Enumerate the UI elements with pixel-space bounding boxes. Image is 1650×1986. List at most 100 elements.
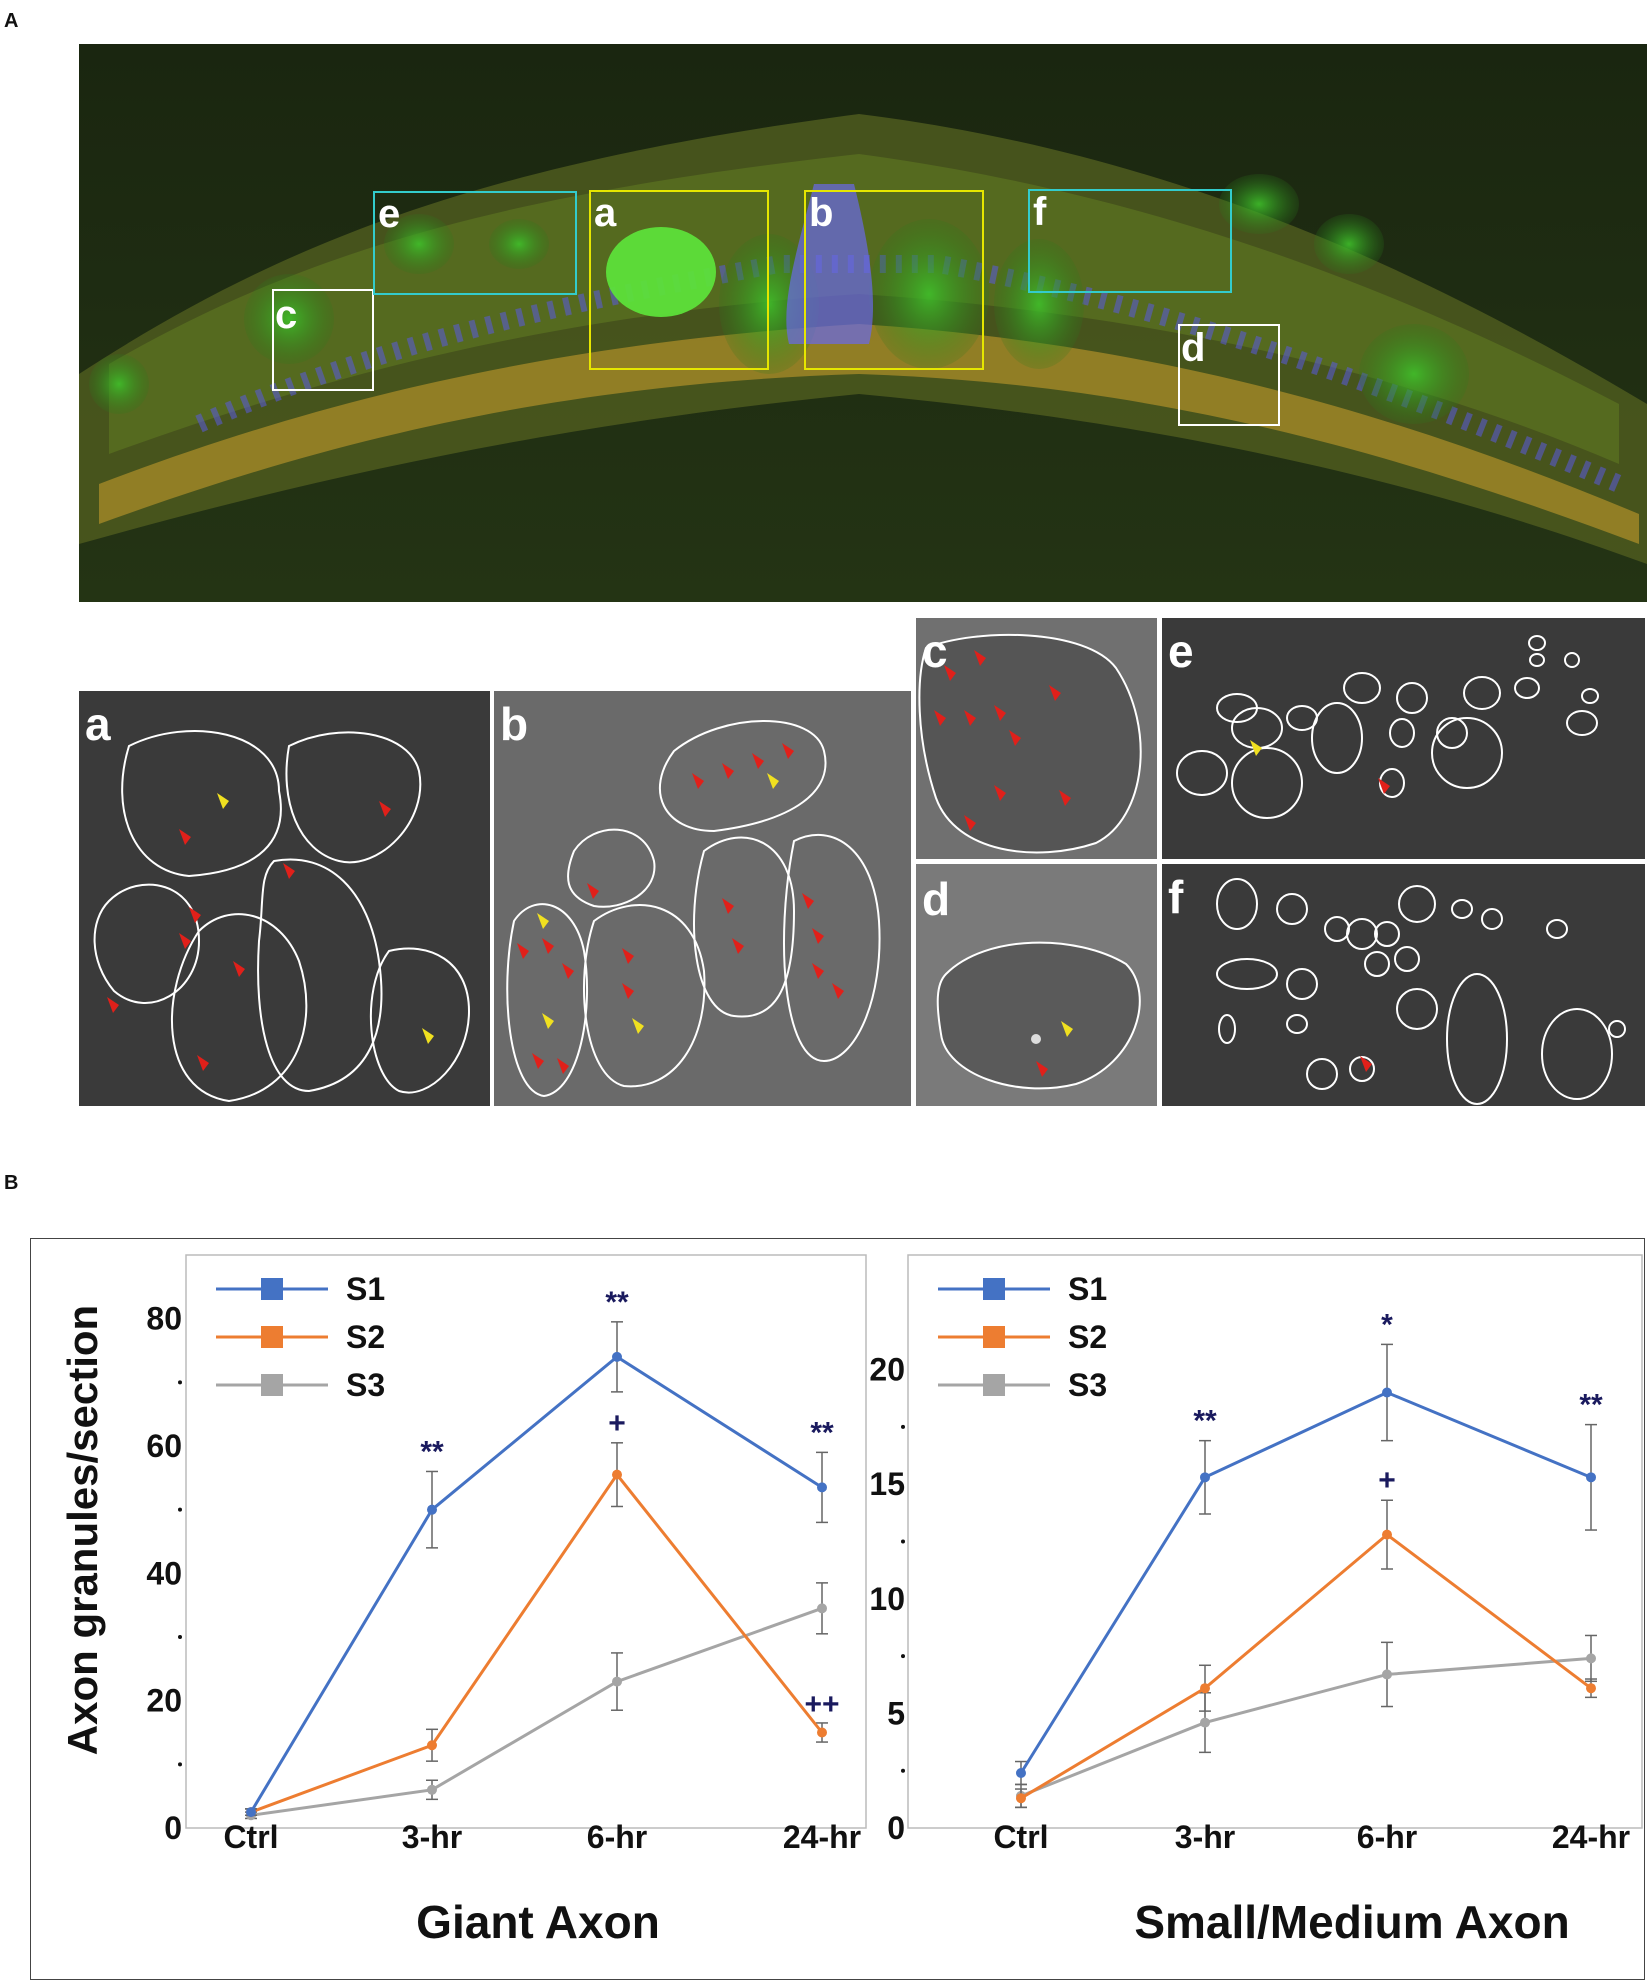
overview-box-a-label: a: [594, 191, 617, 235]
data-point: [246, 1807, 256, 1818]
inset-d: d: [916, 864, 1157, 1106]
legend-marker: [983, 1326, 1005, 1348]
y-minor-tick: [901, 1424, 905, 1429]
significance-mark: **: [1193, 1405, 1217, 1438]
legend-marker: [261, 1278, 283, 1300]
significance-mark: ++: [804, 1688, 839, 1721]
overview-box-e-label: e: [378, 192, 401, 236]
data-point: [817, 1482, 827, 1493]
overview-box-d-label: d: [1181, 326, 1206, 370]
inset-b-label: b: [500, 698, 529, 750]
significance-mark: **: [810, 1416, 834, 1449]
y-tick-label: 20: [869, 1352, 905, 1388]
data-point: [1382, 1669, 1392, 1680]
y-tick-label: 0: [164, 1810, 182, 1846]
y-axis-label: Axon granules/section: [59, 1305, 106, 1755]
inset-e-image: [1162, 618, 1645, 859]
inset-a-label: a: [85, 698, 111, 750]
data-point: [1586, 1472, 1596, 1483]
y-tick-label: 20: [146, 1683, 182, 1719]
series-line-s3: [250, 1606, 823, 1817]
data-point: [1016, 1767, 1026, 1778]
y-tick-label: 15: [869, 1466, 905, 1502]
plot-area: [907, 1254, 1643, 1829]
legend-label: S3: [346, 1367, 385, 1403]
inset-e-label: e: [1168, 625, 1194, 677]
inset-e: e: [1162, 618, 1645, 859]
y-tick-label: 0: [887, 1810, 905, 1846]
y-minor-tick: [901, 1654, 905, 1659]
overview-box-f-label: f: [1033, 190, 1047, 234]
inset-c: c: [916, 618, 1157, 859]
legend-marker: [983, 1278, 1005, 1300]
x-tick-label: Ctrl: [223, 1819, 278, 1855]
series-line-s2: [1020, 1532, 1592, 1800]
y-tick-label: 5: [887, 1695, 905, 1731]
data-point: [427, 1784, 437, 1795]
data-point: [1586, 1683, 1596, 1694]
y-tick-label: 10: [869, 1581, 905, 1617]
overview-box-b: [804, 190, 984, 370]
y-minor-tick: [901, 1768, 905, 1773]
data-point: [1016, 1793, 1026, 1804]
x-tick-label: Ctrl: [993, 1819, 1048, 1855]
data-point: [1382, 1387, 1392, 1398]
legend-label: S3: [1068, 1367, 1107, 1403]
inset-a-image: [79, 691, 490, 1106]
series-line-s1: [1019, 1390, 1592, 1774]
data-point: [1200, 1472, 1210, 1483]
y-minor-tick: [178, 1762, 182, 1767]
inset-d-image: [916, 864, 1157, 1106]
significance-mark: **: [1579, 1389, 1603, 1422]
data-point: [1586, 1653, 1596, 1664]
y-minor-tick: [178, 1635, 182, 1639]
legend-marker: [261, 1374, 283, 1396]
data-point: [817, 1603, 827, 1614]
data-point: [1200, 1683, 1210, 1694]
y-minor-tick: [178, 1380, 182, 1385]
y-minor-tick: [178, 1507, 182, 1512]
series-line-s2: [250, 1472, 824, 1814]
legend-label: S2: [1068, 1319, 1107, 1355]
legend-marker: [983, 1374, 1005, 1396]
inset-f: f: [1162, 864, 1645, 1106]
inset-c-image: [916, 618, 1157, 859]
significance-mark: *: [1381, 1308, 1393, 1341]
plot-area: [185, 1254, 867, 1829]
x-tick-label: 3-hr: [1175, 1819, 1235, 1855]
data-point: [612, 1351, 622, 1362]
data-point: [427, 1504, 437, 1515]
overview-box-c: [272, 289, 374, 391]
chart-title-small: Small/Medium Axon: [1134, 1896, 1569, 1948]
data-point: [817, 1727, 827, 1738]
y-tick-label: 40: [146, 1555, 182, 1591]
significance-mark: **: [605, 1286, 629, 1319]
series-line-s1: [249, 1355, 823, 1813]
overview-box-c-label: c: [275, 293, 298, 337]
x-tick-label: 24-hr: [783, 1819, 861, 1855]
x-tick-label: 24-hr: [1552, 1819, 1630, 1855]
overview-box-d: [1178, 324, 1280, 426]
significance-mark: **: [420, 1435, 444, 1468]
overview-box-e: [373, 191, 577, 295]
series-line-s3: [1020, 1656, 1592, 1798]
x-tick-label: 6-hr: [587, 1819, 647, 1855]
chart-frame: [30, 1238, 1645, 1980]
legend-label: S1: [1068, 1271, 1107, 1307]
significance-mark: +: [1378, 1464, 1396, 1497]
y-tick-label: 60: [146, 1428, 182, 1464]
legend-label: S2: [346, 1319, 385, 1355]
inset-f-image: [1162, 864, 1645, 1106]
data-point: [427, 1740, 437, 1751]
inset-f-label: f: [1168, 871, 1184, 923]
panel-label-b: B: [4, 1172, 19, 1194]
panel-label-a: A: [4, 10, 19, 32]
inset-d-label: d: [922, 873, 951, 925]
overview-box-b-label: b: [809, 191, 834, 235]
overview-micrograph-image: [79, 44, 1647, 602]
y-tick-label: 80: [146, 1301, 182, 1337]
data-point: [612, 1469, 622, 1480]
